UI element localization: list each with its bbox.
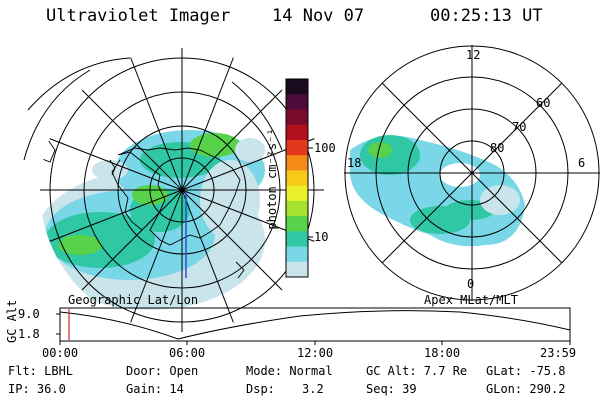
- glon-info: GLon: 290.2: [486, 382, 566, 396]
- gc-alt-info: GC Alt: 7.7 Re: [366, 364, 468, 378]
- colorbar-segment: [286, 155, 308, 171]
- colorbar-segment: [286, 246, 308, 263]
- altitude-curve: [59, 310, 571, 340]
- altitude-ytick-1-8: 1.8: [18, 327, 40, 341]
- altitude-plot: [56, 307, 571, 345]
- altitude-ytick-9: 9.0: [18, 307, 40, 321]
- dsp-value: 3.2: [302, 382, 324, 396]
- right-graticule: [344, 45, 600, 301]
- seq-info: Seq: 39: [366, 382, 417, 396]
- mlt-label-18: 18: [347, 156, 362, 170]
- colorbar-segment: [286, 216, 308, 232]
- mlat-label-80: 80: [490, 141, 505, 155]
- colorbar-unit-label: photon cm⁻²s⁻¹: [265, 128, 279, 230]
- geographic-map: [23, 48, 324, 332]
- colorbar: [285, 78, 313, 278]
- left-graticule: [40, 48, 324, 332]
- colorbar-segment: [286, 231, 308, 248]
- mode-info: Mode: Normal: [246, 364, 333, 378]
- altitude-xtick: 00:00: [42, 346, 79, 360]
- dsp-label: Dsp:: [246, 382, 275, 396]
- colorbar-segment: [286, 109, 308, 126]
- colorbar-segment: [286, 170, 308, 187]
- altitude-xtick: 23:59: [540, 346, 577, 360]
- altitude-xtick: 18:00: [424, 346, 461, 360]
- colorbar-segment: [286, 124, 308, 141]
- colorbar-segment: [286, 139, 308, 156]
- instrument-title: Ultraviolet Imager: [46, 6, 231, 26]
- mlt-label-0: 0: [467, 277, 475, 291]
- glat-info: GLat: -75.8: [486, 364, 566, 378]
- colorbar-segment: [286, 79, 308, 95]
- colorbar-tick-100: 100: [314, 141, 336, 155]
- filter-info: Flt: LBHL: [8, 364, 74, 378]
- altitude-xtick: 12:00: [297, 346, 334, 360]
- altitude-xtick: 06:00: [169, 346, 206, 360]
- apex-map-label: Apex MLat/MLT: [424, 293, 518, 307]
- gain-info: Gain: 14: [126, 382, 184, 396]
- colorbar-segment: [286, 200, 308, 217]
- colorbar-segment: [286, 261, 308, 278]
- mlat-label-70: 70: [512, 120, 527, 134]
- mlt-label-12: 12: [466, 48, 481, 62]
- apex-map: [344, 45, 600, 301]
- colorbar-tick-10: 10: [314, 230, 329, 244]
- mlat-label-60: 60: [536, 96, 551, 110]
- mlt-label-6: 6: [578, 156, 586, 170]
- door-info: Door: Open: [126, 364, 199, 378]
- altitude-ylabel: GC Alt: [5, 299, 19, 343]
- colorbar-segment: [286, 185, 308, 202]
- colorbar-segment: [286, 94, 308, 110]
- time-label: 00:25:13 UT: [430, 6, 543, 26]
- geographic-map-label: Geographic Lat/Lon: [68, 293, 199, 307]
- ip-info: IP: 36.0: [8, 382, 66, 396]
- date-label: 14 Nov 07: [272, 6, 365, 26]
